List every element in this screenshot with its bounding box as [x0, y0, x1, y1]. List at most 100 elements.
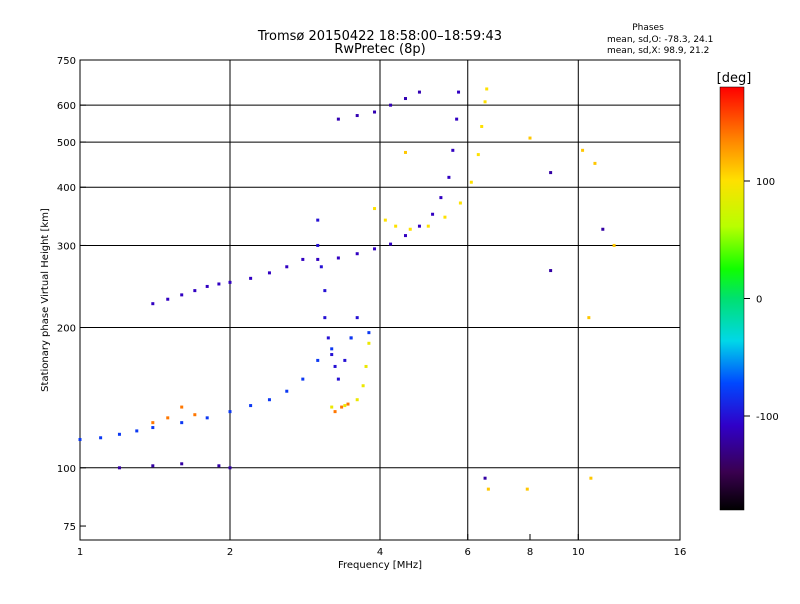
data-point [217, 282, 221, 286]
data-point [525, 487, 529, 491]
data-point [439, 196, 443, 200]
data-point [340, 405, 344, 409]
phase-stats-o: mean, sd,O: -78.3, 24.1 [607, 35, 713, 45]
data-point [417, 90, 421, 94]
data-point [367, 331, 371, 335]
data-point [330, 405, 334, 409]
y-axis-ticks: 75 100 200 300 400 500 600 750 [57, 56, 86, 533]
y-tick-label: 75 [63, 522, 76, 533]
data-point [166, 416, 170, 420]
colorbar-tick-label: 100 [756, 177, 775, 188]
data-point [316, 218, 320, 222]
data-point [483, 476, 487, 480]
data-point [336, 256, 340, 260]
data-point [217, 464, 221, 468]
x-tick-label: 6 [465, 547, 471, 558]
data-point [403, 150, 407, 154]
data-point [285, 265, 289, 269]
data-point [601, 227, 605, 231]
data-point [447, 175, 451, 179]
x-tick-label: 1 [77, 547, 83, 558]
data-point [361, 384, 365, 388]
data-point [458, 201, 462, 205]
y-tick-label: 200 [57, 324, 76, 335]
data-point [323, 289, 327, 293]
data-point [151, 421, 155, 425]
data-point [330, 353, 334, 357]
x-axis-ticks: 1 2 4 6 8 10 16 [77, 534, 686, 558]
colorbar-tick-label: 0 [756, 295, 762, 306]
data-point [581, 148, 585, 152]
y-tick-label: 400 [57, 183, 76, 194]
data-point [151, 302, 155, 306]
data-point [457, 90, 461, 94]
y-tick-label: 300 [57, 241, 76, 252]
data-point [394, 224, 398, 228]
data-point [373, 247, 377, 251]
phase-stats-title: Phases [632, 23, 664, 33]
x-axis-label: Frequency [MHz] [338, 560, 422, 571]
data-point [367, 341, 371, 345]
data-point [193, 289, 197, 293]
data-point [408, 227, 412, 231]
data-point [403, 234, 407, 238]
data-point [205, 416, 209, 420]
data-point [333, 364, 337, 368]
data-point [417, 224, 421, 228]
colorbar-ticks: 100 0 -100 [744, 177, 779, 423]
data-point [180, 421, 184, 425]
data-point [117, 432, 121, 436]
data-point [589, 476, 593, 480]
data-point [193, 413, 197, 417]
data-point [228, 410, 232, 414]
data-point [267, 271, 271, 275]
data-point [330, 347, 334, 351]
data-point [336, 117, 340, 121]
data-point [355, 316, 359, 320]
data-point [485, 87, 489, 91]
y-tick-label: 500 [57, 138, 76, 149]
data-point [389, 103, 393, 107]
data-point [151, 464, 155, 468]
data-point [486, 487, 490, 491]
data-point [228, 280, 232, 284]
chart-subtitle: RwPretec (8p) [334, 42, 425, 57]
data-point [443, 215, 447, 219]
data-point [135, 429, 139, 433]
data-point [480, 124, 484, 128]
data-point [326, 336, 330, 340]
data-point [364, 364, 368, 368]
data-point [476, 153, 480, 157]
data-point [373, 207, 377, 211]
data-point [205, 284, 209, 288]
data-point [267, 398, 271, 402]
data-point [180, 405, 184, 409]
data-point [383, 218, 387, 222]
data-point [426, 224, 430, 228]
data-point [612, 243, 616, 247]
colorbar [719, 86, 745, 511]
data-point [469, 180, 473, 184]
y-axis-label: Stationary phase Virtual Height [km] [40, 208, 51, 392]
data-point [323, 316, 327, 320]
x-tick-label: 10 [572, 547, 585, 558]
phase-stats-x: mean, sd,X: 98.9, 21.2 [607, 46, 709, 56]
data-point [343, 404, 347, 408]
data-point [333, 410, 337, 414]
colorbar-label: [deg] [717, 71, 752, 86]
data-point [316, 358, 320, 362]
x-tick-label: 8 [527, 547, 533, 558]
data-point [180, 462, 184, 466]
data-point [151, 426, 155, 430]
data-point [455, 117, 459, 121]
data-point [99, 436, 103, 440]
data-point [593, 161, 597, 165]
data-point [346, 402, 350, 406]
y-tick-label: 750 [57, 56, 76, 67]
data-point [528, 136, 532, 140]
data-point [319, 265, 323, 269]
data-point [249, 404, 253, 408]
data-point [389, 242, 393, 246]
data-point [451, 148, 455, 152]
